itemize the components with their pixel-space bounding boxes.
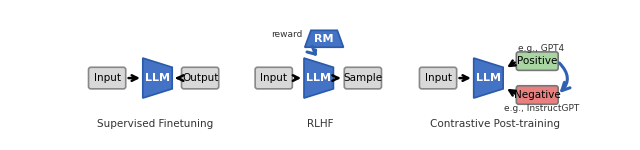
Text: Input: Input xyxy=(93,73,120,83)
Text: Contrastive Post-training: Contrastive Post-training xyxy=(429,119,559,129)
Text: Supervised Finetuning: Supervised Finetuning xyxy=(97,119,213,129)
Text: LLM: LLM xyxy=(306,73,332,83)
Text: Positive: Positive xyxy=(517,56,557,66)
Text: RM: RM xyxy=(314,34,334,44)
FancyBboxPatch shape xyxy=(88,67,125,89)
Text: e.g., InstructGPT: e.g., InstructGPT xyxy=(504,104,579,113)
Text: Input: Input xyxy=(260,73,287,83)
Text: e.g., GPT4: e.g., GPT4 xyxy=(518,44,564,52)
Text: Input: Input xyxy=(424,73,452,83)
FancyArrowPatch shape xyxy=(307,46,316,54)
Text: RLHF: RLHF xyxy=(307,119,333,129)
Text: Sample: Sample xyxy=(343,73,383,83)
Text: LLM: LLM xyxy=(476,73,501,83)
FancyBboxPatch shape xyxy=(255,67,292,89)
FancyArrowPatch shape xyxy=(559,63,570,91)
FancyBboxPatch shape xyxy=(344,67,381,89)
FancyBboxPatch shape xyxy=(182,67,219,89)
Text: Negative: Negative xyxy=(514,90,561,100)
Text: reward: reward xyxy=(271,30,303,39)
Polygon shape xyxy=(474,58,503,98)
Text: Output: Output xyxy=(182,73,218,83)
FancyBboxPatch shape xyxy=(419,67,457,89)
Polygon shape xyxy=(305,30,344,47)
Text: LLM: LLM xyxy=(145,73,170,83)
FancyBboxPatch shape xyxy=(516,86,558,104)
FancyBboxPatch shape xyxy=(516,52,558,70)
Polygon shape xyxy=(304,58,333,98)
Polygon shape xyxy=(143,58,172,98)
